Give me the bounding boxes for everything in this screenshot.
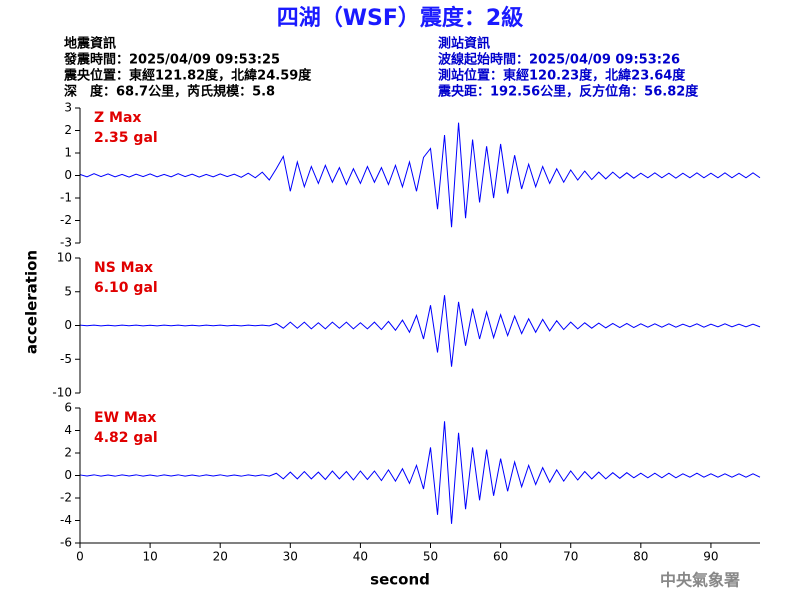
annotation: 2.35 gal <box>94 130 158 146</box>
x-tick-label: 50 <box>423 550 438 564</box>
info-right: 波線起始時間：2025/04/09 09:53:26 <box>438 52 680 68</box>
y-tick-label: 10 <box>57 251 72 265</box>
waveform <box>79 421 761 524</box>
x-tick-label: 10 <box>142 550 157 564</box>
annotation: NS Max <box>94 260 153 276</box>
waveform <box>79 295 761 367</box>
chart-title: 四湖（WSF）震度：2級 <box>277 5 523 31</box>
info-left: 地震資訊 <box>64 36 116 52</box>
x-tick-label: 70 <box>563 550 578 564</box>
y-tick-label: -6 <box>60 536 72 550</box>
y-tick-label: -4 <box>60 513 72 527</box>
x-tick-label: 0 <box>76 550 84 564</box>
x-tick-label: 80 <box>633 550 648 564</box>
waveform <box>79 122 761 228</box>
y-tick-label: -2 <box>60 213 72 227</box>
x-tick-label: 90 <box>703 550 718 564</box>
annotation: EW Max <box>94 410 156 426</box>
y-tick-label: -2 <box>60 491 72 505</box>
footer: 中央氣象署 <box>660 571 740 590</box>
y-axis-label: acceleration <box>23 250 41 354</box>
info-left: 深 度：68.7公里，芮氏規模：5.8 <box>64 84 275 100</box>
y-tick-label: -1 <box>60 191 72 205</box>
y-tick-label: 5 <box>64 284 72 298</box>
x-tick-label: 30 <box>283 550 298 564</box>
x-tick-label: 40 <box>353 550 368 564</box>
y-tick-label: 0 <box>64 318 72 332</box>
annotation: Z Max <box>94 110 141 126</box>
y-tick-label: 0 <box>64 168 72 182</box>
y-tick-label: -10 <box>52 386 72 400</box>
annotation: 6.10 gal <box>94 280 158 296</box>
y-tick-label: 1 <box>64 146 72 160</box>
annotation: 4.82 gal <box>94 430 158 446</box>
info-right: 測站資訊 <box>438 36 490 52</box>
y-tick-label: 4 <box>64 423 72 437</box>
y-tick-label: 2 <box>64 123 72 137</box>
y-tick-label: 2 <box>64 446 72 460</box>
y-tick-label: -5 <box>60 352 72 366</box>
y-tick-label: 0 <box>64 468 72 482</box>
info-left: 發震時間：2025/04/09 09:53:25 <box>63 52 280 68</box>
info-left: 震央位置：東經121.82度，北緯24.59度 <box>63 68 312 84</box>
y-tick-label: -3 <box>60 236 72 250</box>
y-tick-label: 6 <box>64 401 72 415</box>
x-axis-label: second <box>370 571 430 589</box>
info-right: 震央距：192.56公里，反方位角：56.82度 <box>437 84 699 100</box>
info-right: 測站位置：東經120.23度，北緯23.64度 <box>438 68 686 84</box>
x-tick-label: 20 <box>213 550 228 564</box>
y-tick-label: 3 <box>64 101 72 115</box>
x-tick-label: 60 <box>493 550 508 564</box>
